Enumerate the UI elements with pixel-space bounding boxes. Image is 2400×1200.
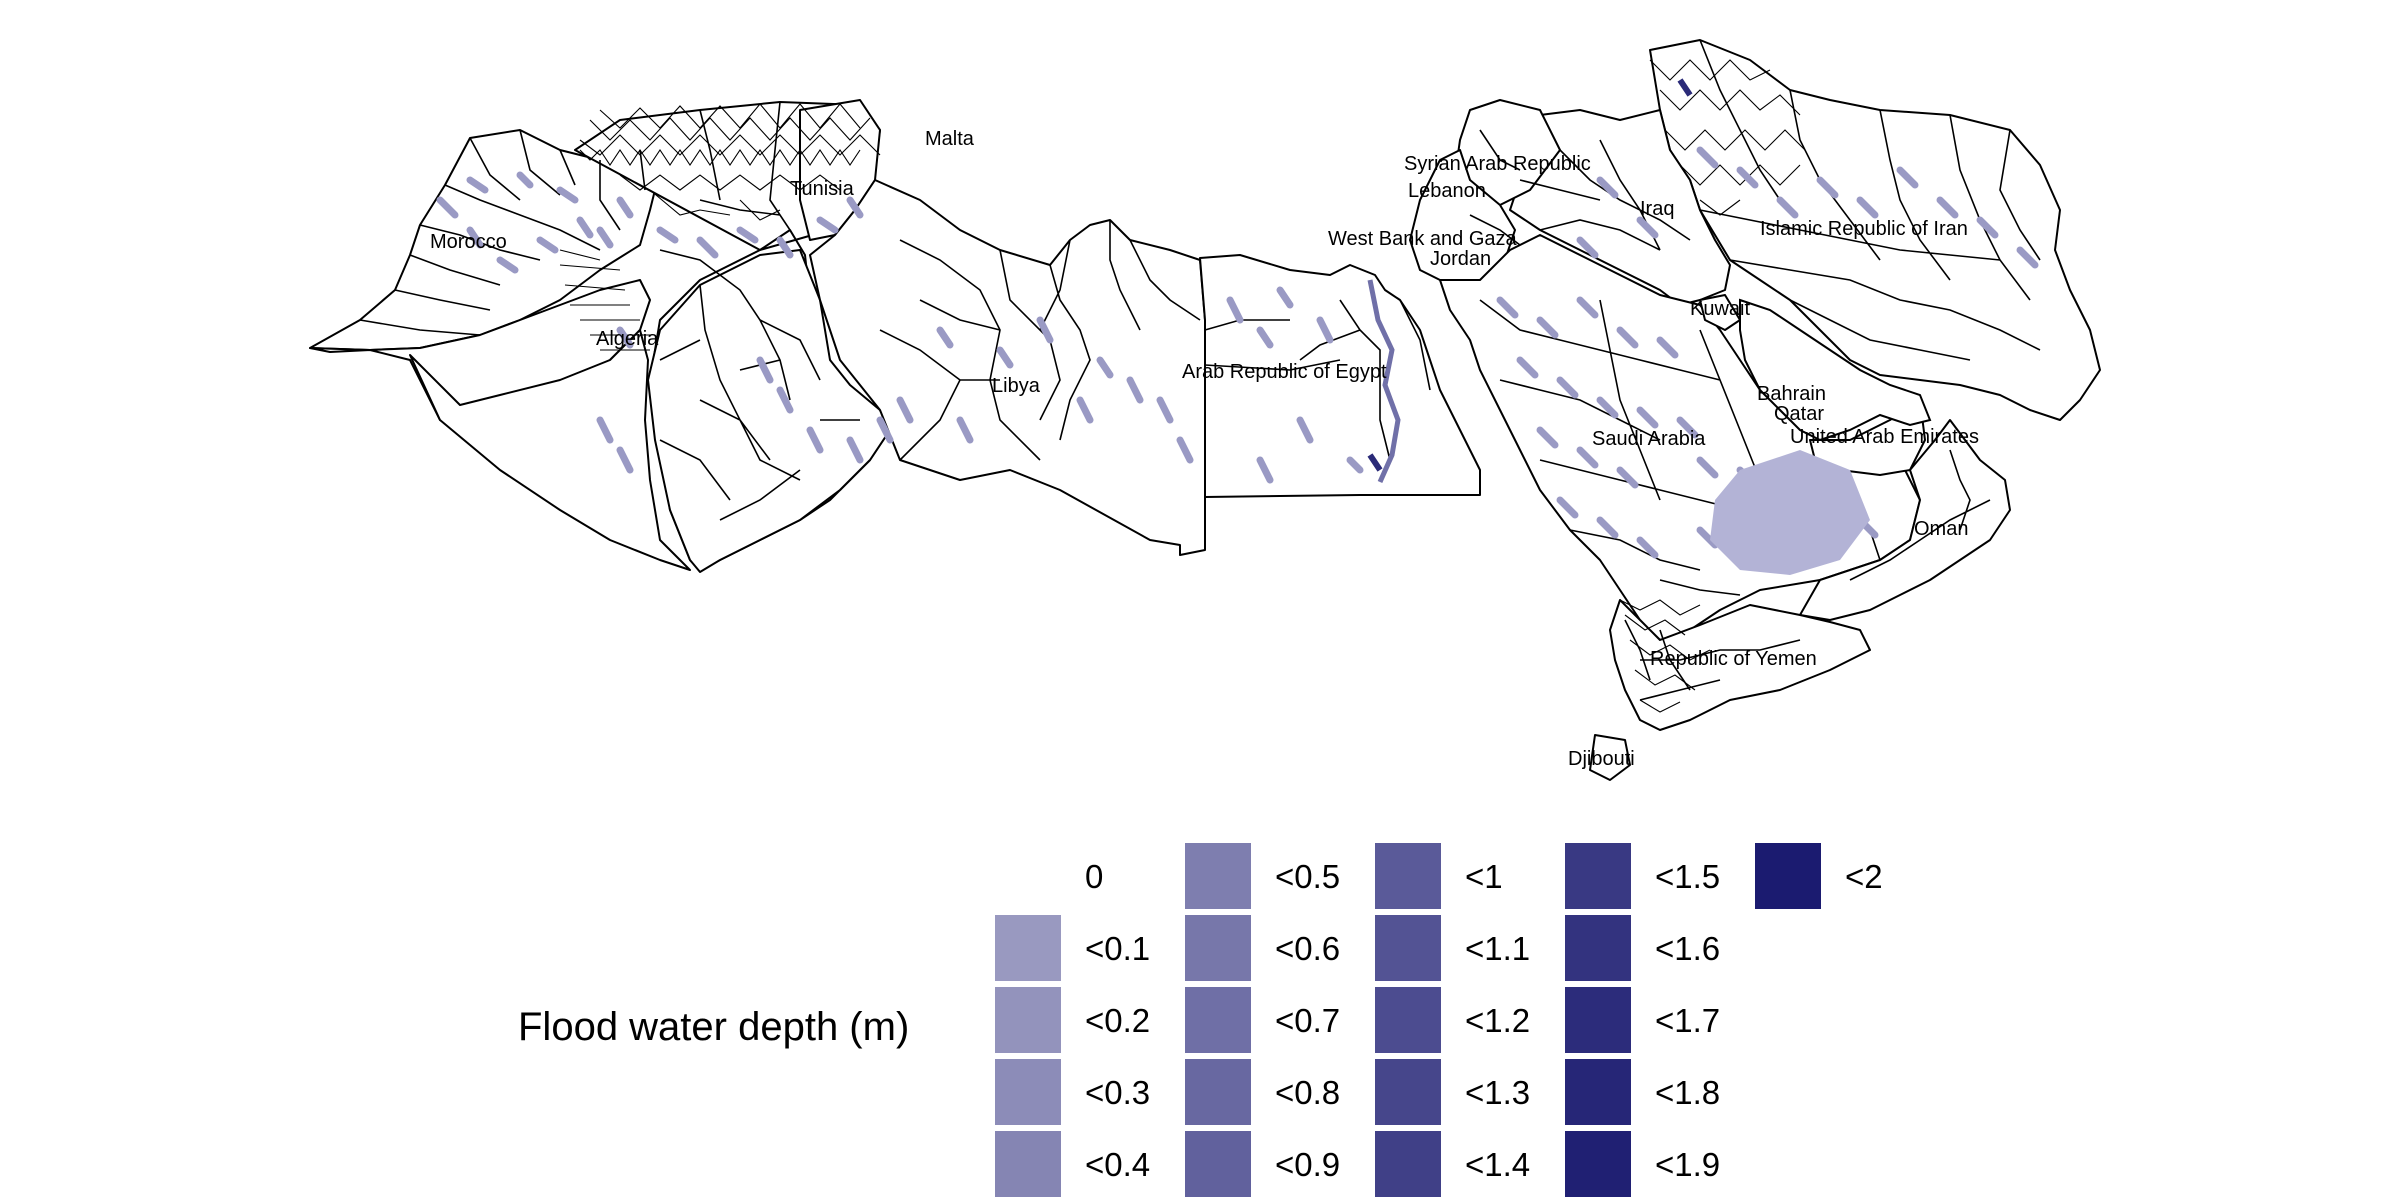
persian-gulf [1739,298,1932,442]
legend-label: <0.8 [1275,1074,1340,1111]
legend-label: <0.2 [1085,1002,1150,1039]
legend-label: <0.4 [1085,1146,1150,1183]
legend-swatch [1185,1059,1251,1125]
legend-swatch [1755,843,1821,909]
legend-swatch [1565,915,1631,981]
country-label-oman: Oman [1914,518,1968,540]
legend-label: 0 [1085,858,1103,895]
legend-label: <1.8 [1655,1074,1720,1111]
country-label-algeria: Algeria [596,328,659,350]
legend-swatch [995,1131,1061,1197]
legend-swatch [995,987,1061,1053]
flood-streaks-arabia [1496,146,2039,559]
country-label-iran: Islamic Republic of Iran [1760,218,1968,240]
legend-swatch [1185,843,1251,909]
legend-swatch [995,915,1061,981]
legend-label: <0.9 [1275,1146,1340,1183]
kuwait-shape[interactable] [1699,294,1741,331]
legend-swatch [1375,1059,1441,1125]
country-label-lebanon: Lebanon [1408,180,1486,202]
country-label-tunisia: Tunisia [790,178,855,200]
legend-label: <1.5 [1655,858,1720,895]
legend-label: <1.2 [1465,1002,1530,1039]
north-africa-region [309,99,1481,573]
country-label-djibouti: Djibouti [1568,748,1635,770]
legend-label: <1.7 [1655,1002,1720,1039]
country-label-iraq: Iraq [1640,198,1674,220]
legend-label: <0.7 [1275,1002,1340,1039]
country-label-libya: Libya [992,375,1041,397]
legend-label: <2 [1845,858,1883,895]
legend-label: <0.5 [1275,858,1340,895]
legend-label: <1.4 [1465,1146,1530,1183]
country-label-jordan: Jordan [1430,248,1491,270]
country-labels: Malta Morocco Algeria Tunisia Libya Arab Repu… [430,128,1979,770]
iraq-shape[interactable] [1509,109,1731,306]
legend-swatch [1565,1131,1631,1197]
flood-streaks-egypt [1226,286,1364,484]
country-label-egypt: Arab Republic of Egypt [1182,361,1387,383]
legend-label: <1.3 [1465,1074,1530,1111]
legend-swatch [995,1059,1061,1125]
djibouti-shape[interactable] [1589,734,1631,781]
algeria-coast-admin-lines [559,103,881,351]
legend-label: <1.1 [1465,930,1530,967]
yemen-shape[interactable] [1609,599,1871,731]
legend-label: <1 [1465,858,1503,895]
legend-swatch [1375,1131,1441,1197]
country-label-qatar: Qatar [1774,403,1824,425]
iran-west-dense-lines [1619,59,1806,713]
algeria-sahara-shape[interactable] [647,249,891,573]
country-label-yemen: Republic of Yemen [1650,648,1817,670]
country-label-bahrain: Bahrain [1757,383,1826,405]
country-label-uae: United Arab Emirates [1790,426,1979,448]
legend-swatch [1375,987,1441,1053]
legend-swatch [1375,915,1441,981]
flood-rubal-khali [1710,450,1870,575]
legend-label: <0.6 [1275,930,1340,967]
legend-label: <0.3 [1085,1074,1150,1111]
flood-streaks-maghreb [436,171,1194,474]
nile-river [1367,279,1401,484]
country-label-saudi: Saudi Arabia [1592,428,1706,450]
legend-swatch [1565,843,1631,909]
country-label-syria: Syrian Arab Republic [1404,153,1591,175]
legend-label: <1.9 [1655,1146,1720,1183]
legend: Flood water depth (m) 0 <0.1 <0.2 <0.3 <0.4 <… [518,843,1883,1197]
legend-label: <0.1 [1085,930,1150,967]
legend-swatch [1185,915,1251,981]
sahara-south-shape[interactable] [409,329,691,571]
legend-label: <1.6 [1655,930,1720,967]
legend-items: 0 <0.1 <0.2 <0.3 <0.4 <0.5 <0.6 <0.7 <0.8 <0.9 <1 <… [995,843,1883,1197]
country-label-kuwait: Kuwait [1690,298,1750,320]
legend-swatch [1185,987,1251,1053]
legend-swatch [1185,1131,1251,1197]
flood-extent-layer [436,78,2039,575]
egypt-shape[interactable] [1199,254,1481,498]
country-label-malta: Malta [925,128,975,150]
country-label-west-bank: West Bank and Gaza [1328,228,1518,250]
country-label-morocco: Morocco [430,231,507,253]
legend-swatch [1565,1059,1631,1125]
legend-swatch [1375,843,1441,909]
libya-shape[interactable] [809,179,1206,556]
legend-title: Flood water depth (m) [518,1005,909,1049]
legend-swatch [1565,987,1631,1053]
flood-deep-spots [1367,78,1693,472]
